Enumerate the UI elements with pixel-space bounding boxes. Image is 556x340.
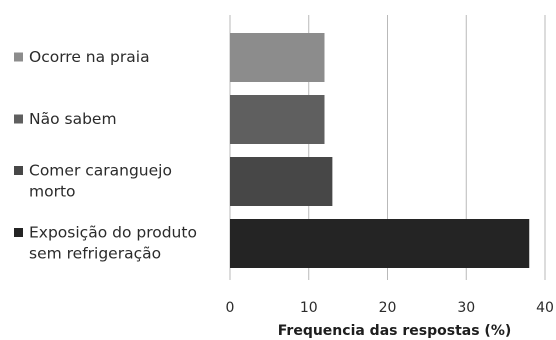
category-label: Comer caranguejo <box>29 162 172 180</box>
category-label: sem refrigeração <box>29 245 161 263</box>
x-tick-label: 20 <box>379 300 397 316</box>
x-axis-ticks: 0 10 20 30 40 <box>226 300 554 316</box>
legend-marker <box>14 52 23 62</box>
x-axis-label: Frequencia das respostas (%) <box>278 323 512 339</box>
category-legend: Ocorre na praia Não sabem Comer caranguejo… <box>14 48 197 263</box>
x-tick-label: 30 <box>457 300 475 316</box>
bar <box>230 219 530 268</box>
category-label: Exposição do produto <box>29 224 197 242</box>
bars <box>230 33 530 268</box>
bar <box>230 157 333 206</box>
x-tick-label: 0 <box>226 300 235 316</box>
category-label: Ocorre na praia <box>29 48 150 66</box>
legend-marker <box>14 114 23 124</box>
x-tick-label: 10 <box>300 300 318 316</box>
legend-marker <box>14 166 23 175</box>
category-label: morto <box>29 183 76 201</box>
x-tick-label: 40 <box>536 300 554 316</box>
category-label: Não sabem <box>29 110 117 128</box>
bar <box>230 95 325 144</box>
legend-marker <box>14 228 23 237</box>
bar <box>230 33 325 82</box>
